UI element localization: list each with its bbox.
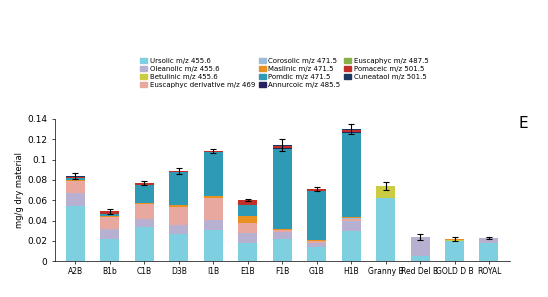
Legend: Ursolic m/z 455.6, Oleanolic m/z 455.6, Betulinic m/z 455.6, Euscaphyc derivativ: Ursolic m/z 455.6, Oleanolic m/z 455.6, … bbox=[140, 58, 429, 88]
Bar bbox=[66, 178, 85, 180]
Bar bbox=[66, 206, 85, 261]
Bar bbox=[341, 231, 361, 261]
Bar bbox=[135, 227, 154, 261]
Bar bbox=[238, 243, 257, 261]
Bar bbox=[307, 191, 326, 240]
Bar bbox=[100, 229, 119, 239]
Bar bbox=[307, 243, 326, 247]
Bar bbox=[445, 241, 464, 261]
Bar bbox=[273, 145, 292, 146]
Bar bbox=[307, 189, 326, 191]
Bar bbox=[204, 219, 223, 230]
Bar bbox=[204, 230, 223, 261]
Bar bbox=[341, 129, 361, 130]
Bar bbox=[100, 216, 119, 217]
Bar bbox=[341, 221, 361, 231]
Bar bbox=[273, 239, 292, 261]
Bar bbox=[100, 217, 119, 229]
Bar bbox=[169, 205, 189, 207]
Text: E: E bbox=[519, 116, 528, 131]
Bar bbox=[307, 240, 326, 241]
Bar bbox=[307, 247, 326, 261]
Bar bbox=[238, 205, 257, 216]
Bar bbox=[169, 172, 189, 205]
Bar bbox=[341, 132, 361, 133]
Bar bbox=[273, 146, 292, 148]
Bar bbox=[341, 218, 361, 219]
Bar bbox=[169, 207, 189, 225]
Bar bbox=[100, 214, 119, 216]
Bar bbox=[66, 180, 85, 181]
Bar bbox=[135, 203, 154, 204]
Bar bbox=[445, 240, 464, 241]
Bar bbox=[480, 243, 499, 261]
Bar bbox=[307, 241, 326, 243]
Bar bbox=[238, 200, 257, 205]
Bar bbox=[204, 152, 223, 196]
Bar bbox=[100, 211, 119, 214]
Bar bbox=[66, 177, 85, 178]
Bar bbox=[135, 219, 154, 227]
Bar bbox=[238, 223, 257, 233]
Bar bbox=[480, 238, 499, 243]
Bar bbox=[273, 232, 292, 239]
Bar bbox=[341, 219, 361, 221]
Bar bbox=[376, 198, 395, 261]
Y-axis label: mg/g dry material: mg/g dry material bbox=[15, 152, 24, 228]
Bar bbox=[341, 130, 361, 132]
Bar bbox=[169, 225, 189, 234]
Bar bbox=[204, 198, 223, 219]
Bar bbox=[66, 181, 85, 193]
Bar bbox=[204, 151, 223, 152]
Bar bbox=[410, 256, 430, 261]
Bar bbox=[273, 149, 292, 229]
Bar bbox=[169, 171, 189, 172]
Bar bbox=[204, 196, 223, 198]
Bar bbox=[135, 185, 154, 203]
Bar bbox=[238, 233, 257, 243]
Bar bbox=[341, 133, 361, 217]
Bar bbox=[66, 176, 85, 177]
Bar bbox=[135, 183, 154, 185]
Bar bbox=[66, 193, 85, 206]
Bar bbox=[273, 230, 292, 232]
Bar bbox=[273, 229, 292, 230]
Bar bbox=[273, 148, 292, 149]
Bar bbox=[169, 234, 189, 261]
Bar bbox=[135, 204, 154, 219]
Bar bbox=[341, 217, 361, 218]
Bar bbox=[100, 239, 119, 261]
Bar bbox=[445, 239, 464, 240]
Bar bbox=[376, 186, 395, 198]
Bar bbox=[238, 216, 257, 223]
Bar bbox=[410, 237, 430, 256]
